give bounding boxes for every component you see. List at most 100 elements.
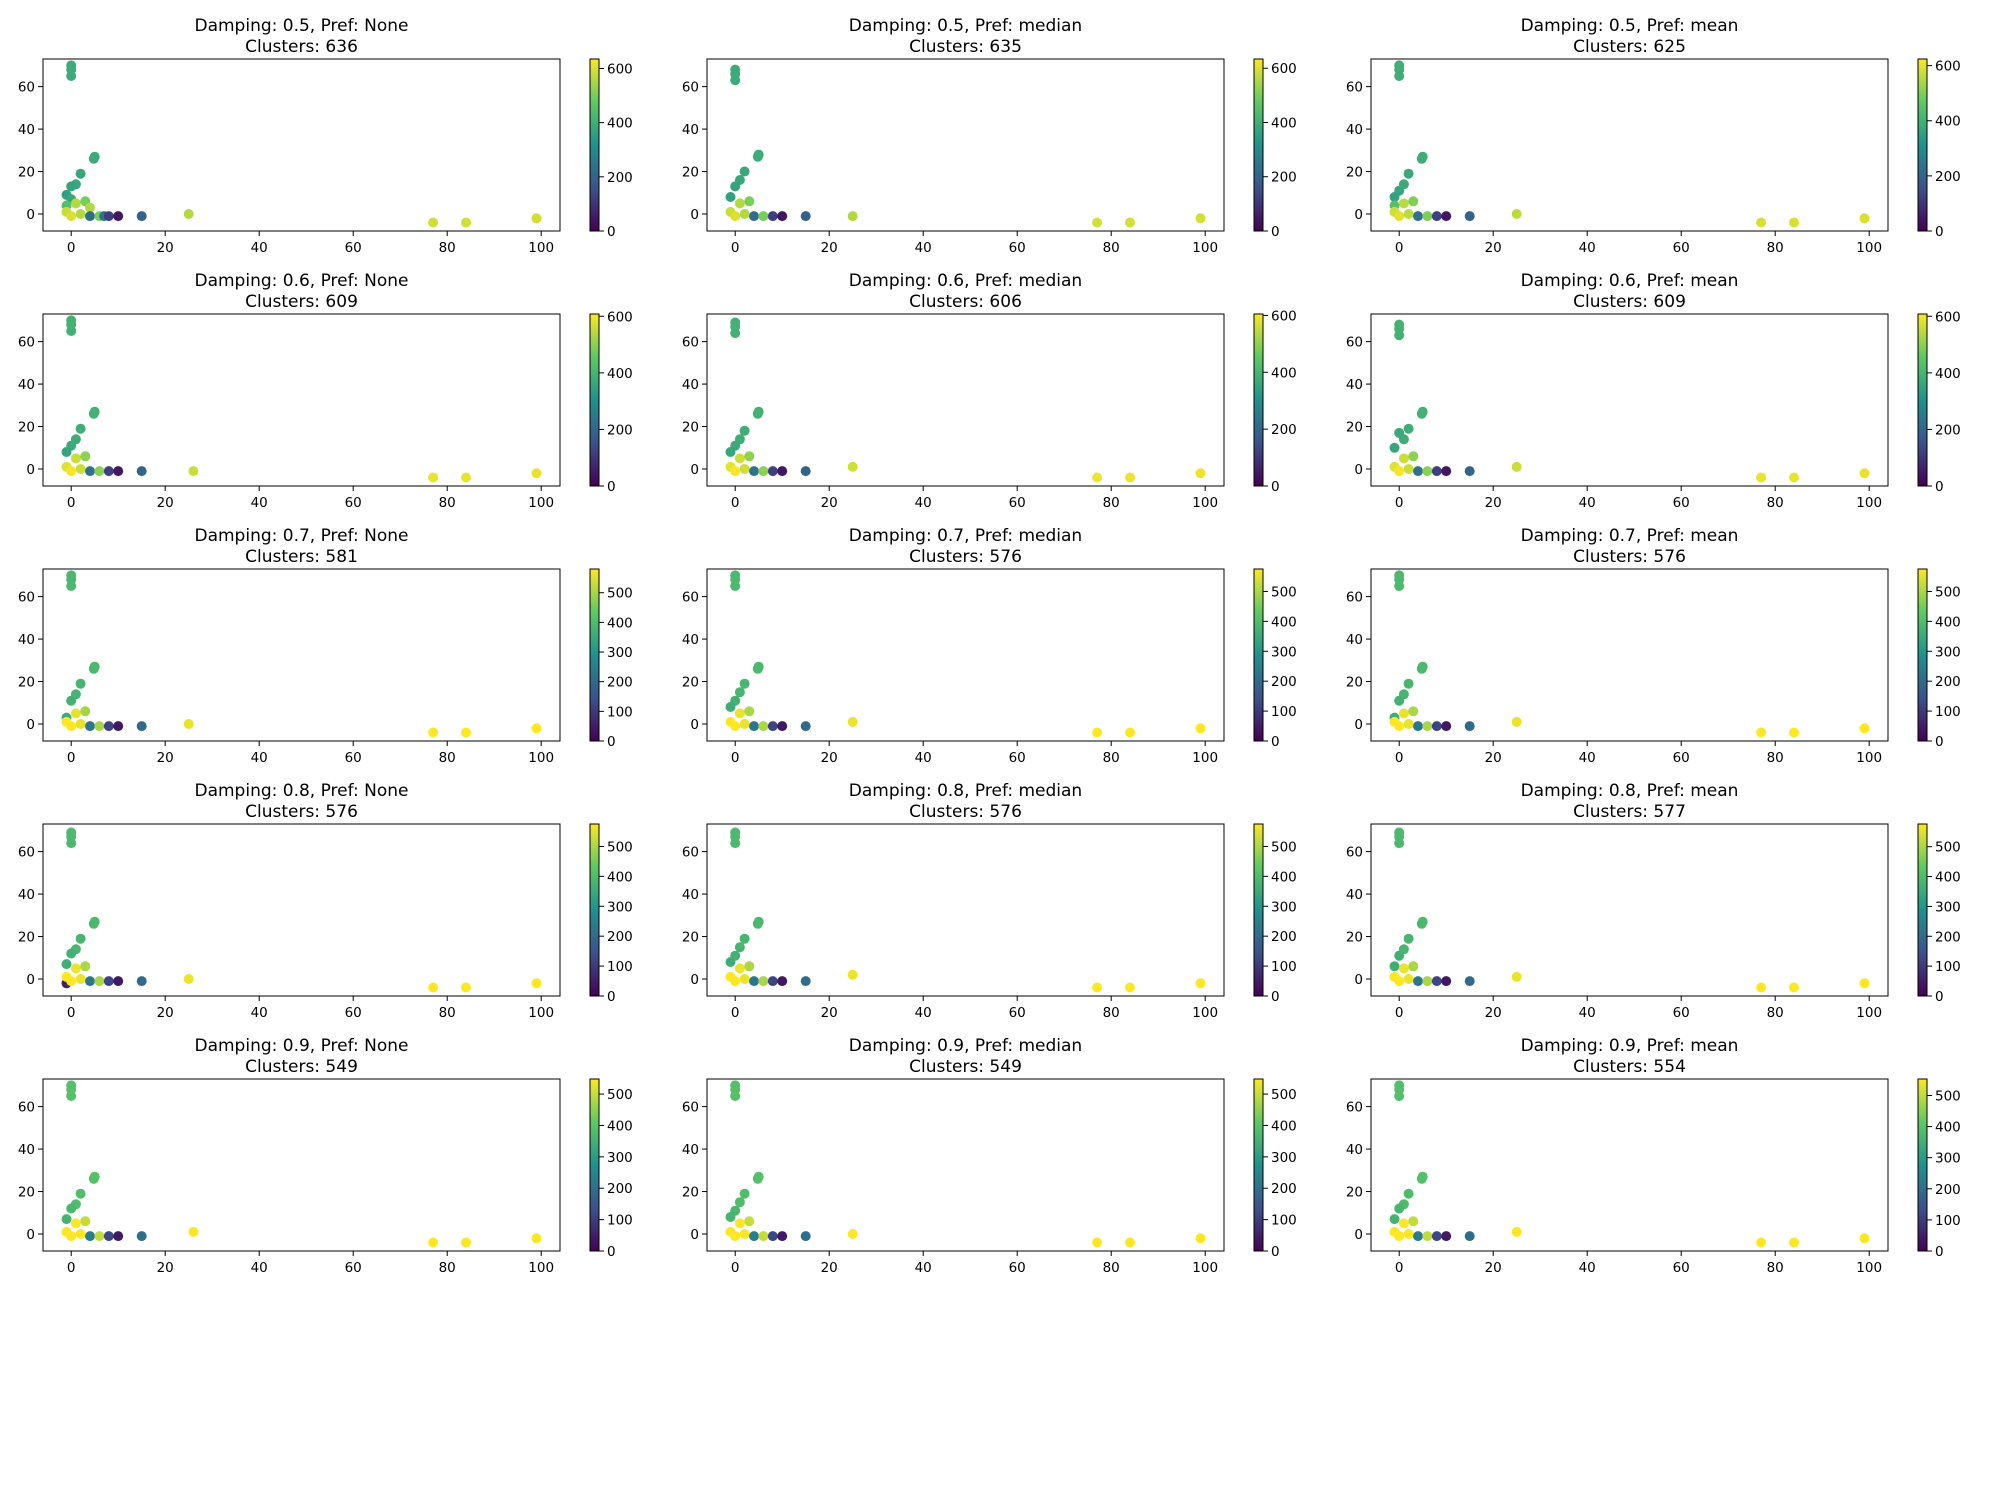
- scatter-point: [744, 451, 755, 462]
- scatter-point: [730, 838, 741, 849]
- scatter-point: [1394, 466, 1405, 477]
- y-tick-label: 0: [690, 717, 699, 733]
- x-tick-label: 80: [1103, 240, 1120, 256]
- scatter-point: [66, 695, 77, 706]
- x-tick-label: 20: [821, 240, 838, 256]
- y-tick-label: 20: [1346, 930, 1363, 946]
- colorbar-tick-label: 400: [1935, 1120, 1961, 1136]
- scatter-point: [752, 408, 763, 419]
- scatter-point: [1441, 721, 1452, 732]
- colorbar: 0 100 200 300 400 500: [589, 568, 633, 750]
- subplot-cluster-count: Clusters: 549: [245, 1057, 358, 1077]
- colorbar-tick-label: 300: [607, 899, 633, 915]
- scatter-point: [80, 706, 91, 717]
- scatter-point: [1092, 982, 1103, 993]
- scatter-point: [734, 198, 745, 209]
- colorbar-tick-label: 400: [1935, 366, 1961, 382]
- colorbar-gradient: [589, 313, 600, 487]
- scatter-point: [1195, 1233, 1206, 1244]
- colorbar-tick-label: 100: [1271, 1213, 1297, 1229]
- x-tick-label: 40: [915, 240, 932, 256]
- y-tick-label: 0: [1354, 207, 1363, 223]
- x-tick-label: 100: [1192, 495, 1218, 511]
- scatter-point: [1398, 1218, 1409, 1229]
- axes-frame: [42, 568, 561, 742]
- scatter-points: [1389, 319, 1870, 483]
- subplot-cluster-count: Clusters: 576: [909, 547, 1022, 567]
- scatter-point: [1511, 209, 1522, 219]
- scatter-point: [749, 721, 759, 732]
- colorbar-tick-label: 300: [1271, 644, 1297, 660]
- subplot-title: Damping: 0.5, Pref: None: [194, 16, 408, 36]
- scatter-point: [1394, 211, 1405, 222]
- x-tick-label: 40: [1579, 495, 1596, 511]
- scatter-point: [113, 1231, 124, 1242]
- x-tick-label: 100: [528, 1260, 554, 1276]
- scatter-point: [1413, 976, 1423, 987]
- colorbar-tick-label: 300: [1935, 1151, 1961, 1167]
- scatter-point: [113, 976, 124, 987]
- subplot-title: Damping: 0.5, Pref: median: [849, 16, 1082, 36]
- x-tick-label: 60: [1673, 240, 1690, 256]
- x-tick-label: 20: [821, 750, 838, 766]
- scatter-point: [61, 959, 72, 970]
- scatter-point: [188, 466, 199, 477]
- y-tick-label: 60: [682, 80, 699, 96]
- scatter-point: [847, 211, 858, 222]
- y-tick-label: 0: [1354, 717, 1363, 733]
- scatter-point: [1464, 1231, 1475, 1242]
- y-tick-label: 40: [682, 1142, 699, 1158]
- scatter-point: [1398, 198, 1409, 209]
- y-tick-label: 40: [682, 122, 699, 138]
- colorbar: 0 200 400 600: [1917, 309, 1961, 495]
- colorbar-tick-label: 200: [1271, 422, 1297, 438]
- scatter-point: [758, 211, 769, 222]
- scatter-point: [847, 461, 858, 472]
- colorbar-tick-label: 200: [1935, 1182, 1961, 1198]
- colorbar-tick-label: 200: [1271, 170, 1297, 186]
- x-tick-label: 100: [1856, 495, 1882, 511]
- x-tick-label: 100: [528, 240, 554, 256]
- y-tick-label: 20: [682, 420, 699, 436]
- scatter-point: [1403, 1188, 1414, 1199]
- scatter-point: [113, 721, 124, 732]
- x-tick-label: 20: [157, 495, 174, 511]
- scatter-point: [1408, 706, 1419, 717]
- colorbar-gradient: [589, 568, 600, 742]
- y-tick-label: 0: [690, 207, 699, 223]
- colorbar-tick-label: 600: [607, 61, 633, 77]
- scatter-points: [1389, 1080, 1870, 1248]
- y-tick-label: 60: [682, 590, 699, 606]
- scatter-point: [1403, 209, 1414, 219]
- scatter-point: [1125, 982, 1135, 993]
- x-tick-label: 40: [915, 750, 932, 766]
- scatter-point: [730, 1091, 741, 1101]
- x-tick-label: 100: [1192, 1260, 1218, 1276]
- scatter-point: [800, 721, 811, 732]
- scatter-point: [75, 974, 86, 984]
- scatter-point: [75, 933, 86, 944]
- y-tick-label: 40: [1346, 377, 1363, 393]
- scatter-point: [461, 217, 471, 228]
- scatter-point: [800, 976, 811, 987]
- y-tick-label: 0: [690, 972, 699, 988]
- colorbar-tick-label: 400: [607, 615, 633, 631]
- colorbar-gradient: [589, 823, 600, 997]
- scatter-point: [1389, 442, 1400, 453]
- scatter-point: [85, 1231, 95, 1242]
- colorbar-tick-label: 500: [607, 1087, 633, 1103]
- x-tick-label: 80: [1767, 1005, 1784, 1021]
- axes-frame: [42, 823, 561, 997]
- scatter-point: [739, 1188, 750, 1199]
- x-tick-label: 20: [1485, 495, 1502, 511]
- subplot-cluster-count: Clusters: 609: [1573, 292, 1686, 312]
- scatter-point: [1756, 217, 1767, 228]
- scatter-point: [88, 1173, 99, 1184]
- x-tick-label: 40: [915, 1260, 932, 1276]
- scatter-point: [734, 963, 745, 974]
- scatter-point: [730, 976, 741, 987]
- colorbar-tick-label: 0: [1271, 1244, 1280, 1260]
